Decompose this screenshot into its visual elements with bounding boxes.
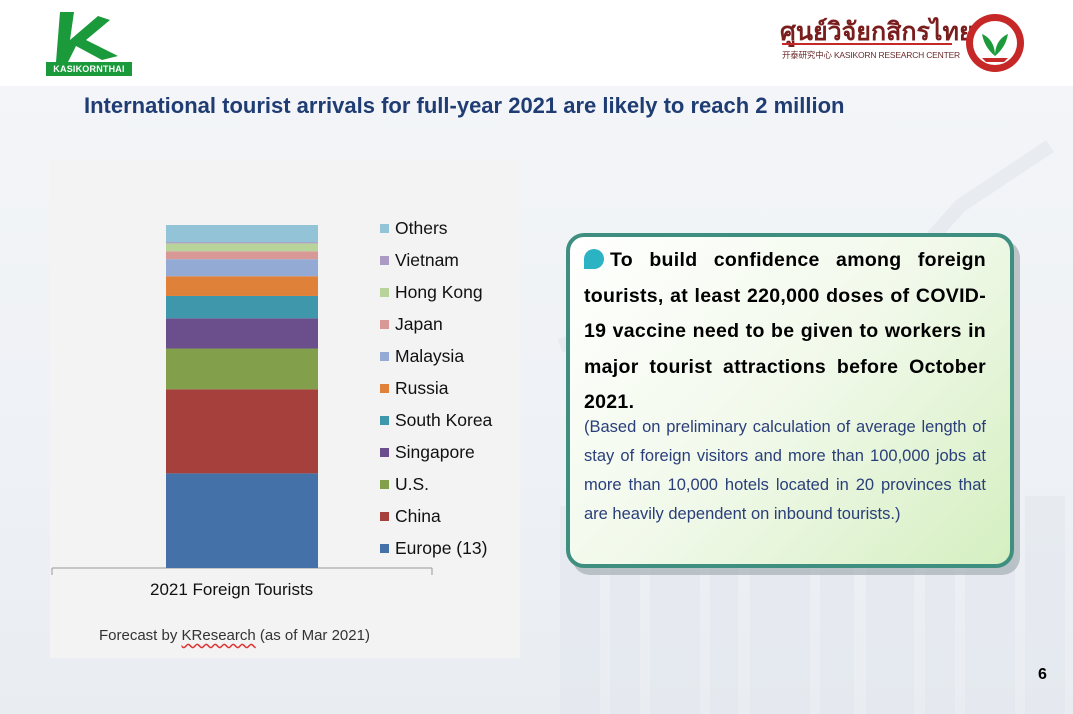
- legend-swatch-vietnam: [380, 256, 389, 265]
- kasikornthai-logo-icon: [56, 12, 118, 62]
- slide-title: International tourist arrivals for full-…: [84, 93, 845, 118]
- legend-label-japan: Japan: [395, 314, 443, 334]
- research-center-thai-name: ศูนย์วิจัยกสิกรไทย: [780, 17, 974, 46]
- legend-label-russia: Russia: [395, 378, 449, 398]
- legend-label-vietnam: Vietnam: [395, 250, 459, 270]
- legend-item-china: China: [380, 504, 520, 536]
- kasikornthai-logo-text: KASIKORNTHAI: [46, 62, 132, 76]
- callout-note-text: (Based on preliminary calculation of ave…: [584, 418, 986, 523]
- legend-item-singapore: Singapore: [380, 440, 520, 472]
- bar-segment-vietnam: [166, 242, 318, 244]
- legend-label-singapore: Singapore: [395, 442, 475, 462]
- legend-swatch-hong-kong: [380, 288, 389, 297]
- forecast-source-suffix: (as of Mar 2021): [255, 627, 370, 644]
- kasikornthai-logo: KASIKORNTHAI: [46, 10, 132, 76]
- bar-segment-russia: [166, 276, 318, 296]
- kasikorn-research-logo-icon: [966, 14, 1024, 72]
- legend-item-malaysia: Malaysia: [380, 344, 520, 376]
- legend-item-vietnam: Vietnam: [380, 248, 520, 280]
- callout-bullet-icon: [584, 249, 604, 269]
- legend-label-u-s: U.S.: [395, 474, 430, 494]
- legend-item-europe-13: Europe (13): [380, 536, 520, 568]
- legend-swatch-japan: [380, 320, 389, 329]
- research-center-subtitle: 开泰研究中心 KASIKORN RESEARCH CENTER: [782, 50, 960, 60]
- legend-item-south-korea: South Korea: [380, 408, 520, 440]
- logo-divider: [782, 43, 952, 45]
- kasikorn-research-logo: ศูนย์วิจัยกสิกรไทย 开泰研究中心 KASIKORN RESEA…: [780, 12, 1030, 74]
- legend-swatch-u-s: [380, 480, 389, 489]
- legend-label-hong-kong: Hong Kong: [395, 282, 483, 302]
- legend-swatch-singapore: [380, 448, 389, 457]
- legend-item-u-s: U.S.: [380, 472, 520, 504]
- page-number: 6: [1038, 666, 1047, 683]
- bar-segment-south-korea: [166, 295, 318, 319]
- legend-item-hong-kong: Hong Kong: [380, 280, 520, 312]
- legend-swatch-malaysia: [380, 352, 389, 361]
- legend-item-japan: Japan: [380, 312, 520, 344]
- legend-label-china: China: [395, 506, 441, 526]
- legend-swatch-europe-13: [380, 544, 389, 553]
- legend-label-others: Others: [395, 218, 448, 238]
- bar-segment-europe-13: [166, 473, 318, 568]
- bar-segment-singapore: [166, 318, 318, 349]
- forecast-source-prefix: Forecast by: [99, 627, 182, 644]
- bar-segment-u-s: [166, 348, 318, 390]
- legend-swatch-china: [380, 512, 389, 521]
- bar-segment-china: [166, 389, 318, 474]
- bar-segment-hong-kong: [166, 243, 318, 252]
- legend-label-south-korea: South Korea: [395, 410, 493, 430]
- bar-segment-malaysia: [166, 259, 318, 277]
- category-label: 2021 Foreign Tourists: [150, 580, 314, 599]
- callout-main-content: To build confidence among foreign touris…: [584, 249, 986, 413]
- chart-legend: Others Vietnam Hong Kong Japan Malaysia Russi…: [380, 216, 520, 568]
- vaccine-callout-box: To build confidence among foreign touris…: [566, 233, 1014, 568]
- legend-item-others: Others: [380, 216, 520, 248]
- legend-swatch-south-korea: [380, 416, 389, 425]
- legend-label-malaysia: Malaysia: [395, 346, 465, 366]
- callout-main-text: To build confidence among foreign touris…: [584, 243, 986, 421]
- legend-item-russia: Russia: [380, 376, 520, 408]
- forecast-source-note: Forecast by KResearch (as of Mar 2021): [99, 627, 370, 644]
- bar-segment-others: [166, 225, 318, 243]
- legend-label-europe-13: Europe (13): [395, 538, 488, 558]
- forecast-source-brand: KResearch: [181, 627, 256, 644]
- legend-swatch-russia: [380, 384, 389, 393]
- bar-segment-japan: [166, 251, 318, 260]
- legend-swatch-others: [380, 224, 389, 233]
